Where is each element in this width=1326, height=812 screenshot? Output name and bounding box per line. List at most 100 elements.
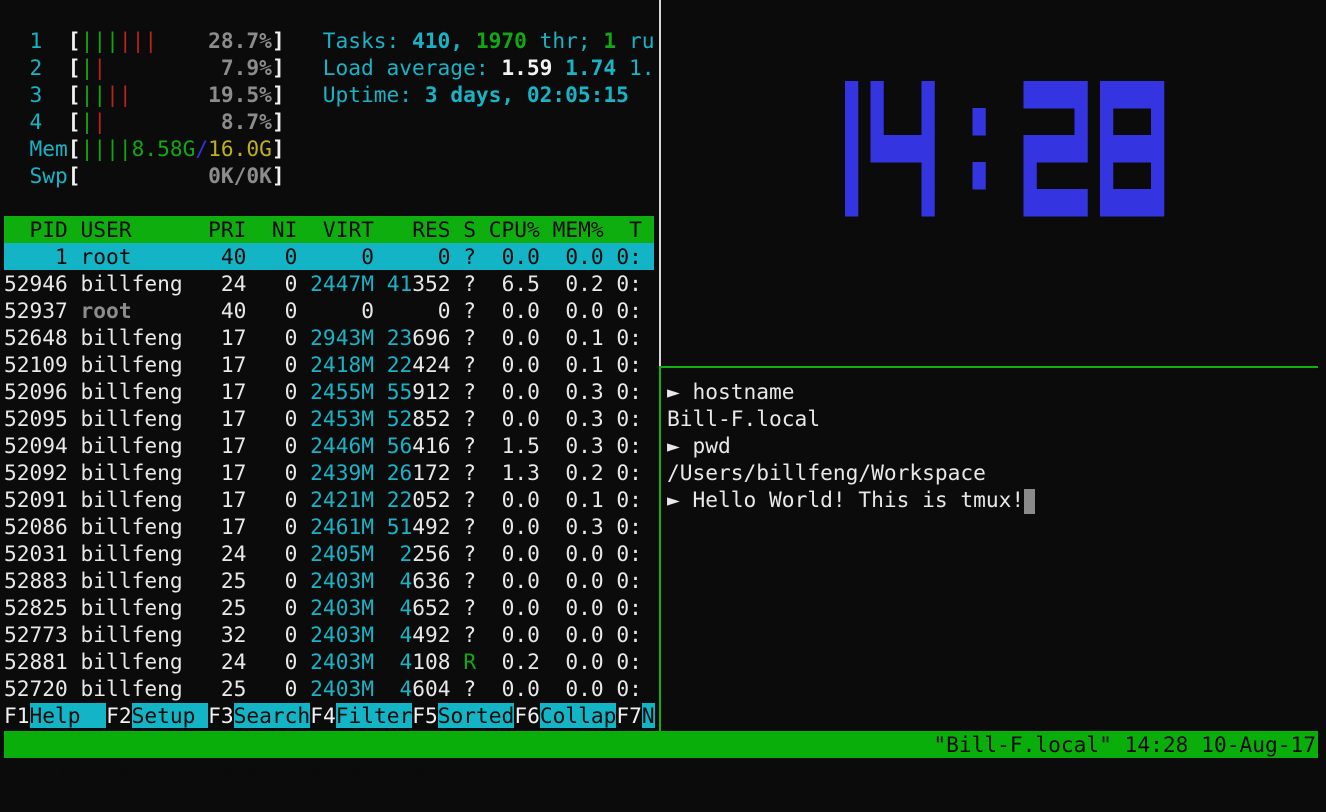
- priority: 17: [195, 487, 247, 512]
- clock-pixel: [845, 189, 859, 217]
- process-row[interactable]: 52648 billfeng 17 0 2943M 23696 ? 0.0 0.…: [4, 324, 642, 351]
- res: 52852: [386, 406, 451, 431]
- column-header-pid[interactable]: PID: [4, 217, 81, 242]
- column-header-cpupct[interactable]: CPU%: [476, 217, 540, 242]
- column-header-res[interactable]: RES: [373, 217, 451, 242]
- process-row[interactable]: 52094 billfeng 17 0 2446M 56416 ? 1.5 0.…: [4, 432, 642, 459]
- time: 0:: [603, 325, 642, 350]
- process-row[interactable]: 52946 billfeng 24 0 2447M 41352 ? 6.5 0.…: [4, 270, 642, 297]
- column-header-ni[interactable]: NI: [246, 217, 298, 242]
- process-row[interactable]: 52825 billfeng 25 0 2403M 4652 ? 0.0 0.0…: [4, 594, 642, 621]
- process-row[interactable]: 52092 billfeng 17 0 2439M 26172 ? 1.3 0.…: [4, 459, 642, 486]
- process-row[interactable]: 52883 billfeng 25 0 2403M 4636 ? 0.0 0.0…: [4, 567, 642, 594]
- nice: 0: [246, 271, 298, 296]
- fkey-f4[interactable]: F4: [310, 703, 336, 728]
- text: [68, 514, 81, 539]
- tmux-window-0[interactable]: 0:bash: [67, 759, 158, 784]
- cpu-meter-4: 4 [|| 8.7%]: [4, 108, 285, 135]
- column-header-virt[interactable]: VIRT: [297, 217, 374, 242]
- process-row[interactable]: 52720 billfeng 25 0 2403M 4604 ? 0.0 0.0…: [4, 675, 642, 702]
- res: 51492: [386, 514, 451, 539]
- tmux-status-right: "Bill-F.local" 14:28 10-Aug-17: [933, 732, 1316, 757]
- mem-percent: 0.0: [539, 298, 604, 323]
- bracket: ]: [271, 163, 285, 188]
- virt: 2943M: [297, 325, 374, 350]
- fkey-f2[interactable]: F2: [106, 703, 132, 728]
- clock-pixel: [1061, 189, 1075, 217]
- process-row[interactable]: 52881 billfeng 24 0 2403M 4108 R 0.2 0.0…: [4, 648, 642, 675]
- state: ?: [463, 622, 477, 647]
- pane-divider-vertical-active[interactable]: [659, 366, 661, 731]
- text: [451, 622, 464, 647]
- pid: 52109: [4, 352, 68, 377]
- clock-pixel: [883, 135, 897, 163]
- fkey-f3[interactable]: F3: [208, 703, 234, 728]
- cpu-percent: 0.2: [476, 649, 540, 674]
- pid: 52773: [4, 622, 68, 647]
- process-row[interactable]: 52773 billfeng 32 0 2403M 4492 ? 0.0 0.0…: [4, 621, 642, 648]
- nice: 0: [246, 460, 298, 485]
- process-row[interactable]: 1 root 40 0 0 0 ? 0.0 0.0 0:: [4, 243, 654, 270]
- process-row[interactable]: 52096 billfeng 17 0 2455M 55912 ? 0.0 0.…: [4, 378, 642, 405]
- text: [374, 514, 387, 539]
- text: [451, 541, 464, 566]
- process-row[interactable]: 52109 billfeng 17 0 2418M 22424 ? 0.0 0.…: [4, 351, 642, 378]
- clock-pixel: [1138, 135, 1152, 163]
- clock-pixel: [1100, 81, 1114, 109]
- process-row[interactable]: 52095 billfeng 17 0 2453M 52852 ? 0.0 0.…: [4, 405, 642, 432]
- column-header-mempct[interactable]: MEM%: [539, 217, 604, 242]
- fkey-label-f2[interactable]: Setup: [131, 703, 209, 728]
- tmux-window-1[interactable]: 1:bash: [157, 759, 260, 784]
- fkey-label-f3[interactable]: Search: [233, 703, 311, 728]
- fkey-f5[interactable]: F5: [412, 703, 438, 728]
- column-header-pri[interactable]: PRI: [195, 217, 247, 242]
- process-row[interactable]: 52091 billfeng 17 0 2421M 22052 ? 0.0 0.…: [4, 486, 642, 513]
- user: billfeng: [80, 541, 196, 566]
- fkey-label-f6[interactable]: Collap: [539, 703, 617, 728]
- state: ?: [463, 433, 477, 458]
- fkey-label-f7[interactable]: N: [641, 703, 655, 728]
- tmux-window-3[interactable]: 3:bash*: [373, 759, 477, 784]
- clock-pixel: [1138, 81, 1152, 109]
- text: [68, 460, 81, 485]
- fkey-f6[interactable]: F6: [514, 703, 540, 728]
- time: 0:: [603, 379, 642, 404]
- pane-divider-vertical[interactable]: [659, 0, 661, 366]
- clock-pixel: [921, 81, 935, 109]
- column-header-t[interactable]: T: [603, 217, 642, 242]
- column-header-user[interactable]: USER: [80, 217, 196, 242]
- clock-pixel: [1151, 189, 1165, 217]
- cpu-percent: 6.5: [476, 271, 540, 296]
- clock-display: [845, 81, 1165, 217]
- cpu-meter-2: 2 [|| 7.9%]: [4, 54, 285, 81]
- text: [374, 460, 387, 485]
- nice: 0: [246, 433, 298, 458]
- process-row[interactable]: 52086 billfeng 17 0 2461M 51492 ? 0.0 0.…: [4, 513, 642, 540]
- cpu-percent: 7.9%: [220, 55, 272, 80]
- fkey-label-f1[interactable]: Help: [29, 703, 107, 728]
- bracket: [: [67, 136, 81, 161]
- column-header-s[interactable]: S: [450, 217, 477, 242]
- fkey-f7[interactable]: F7: [616, 703, 642, 728]
- virt: 2403M: [297, 595, 374, 620]
- pane-divider-horizontal[interactable]: [660, 366, 1318, 368]
- process-row[interactable]: 52031 billfeng 24 0 2405M 2256 ? 0.0 0.0…: [4, 540, 642, 567]
- shell-command: hostname: [692, 379, 795, 404]
- tmux-window-2[interactable]: 2:bash-: [259, 759, 374, 784]
- state: ?: [463, 487, 477, 512]
- cpu-bar-kernel: |||: [118, 28, 158, 53]
- clock-pixel: [1023, 135, 1037, 163]
- clock-pixel: [908, 135, 922, 163]
- text: [68, 622, 81, 647]
- fkey-label-f5[interactable]: Sorted: [437, 703, 515, 728]
- clock-pixel: [972, 162, 986, 190]
- cpu-label: 1: [29, 28, 43, 53]
- pid: 52720: [4, 676, 68, 701]
- process-row[interactable]: 52937 root 40 0 0 0 ? 0.0 0.0 0:: [4, 297, 642, 324]
- fkey-label-f4[interactable]: Filter: [335, 703, 413, 728]
- res: 4636: [399, 568, 451, 593]
- cpu-label: 3: [29, 82, 43, 107]
- nice: 0: [246, 622, 298, 647]
- fkey-f1[interactable]: F1: [4, 703, 30, 728]
- text: [374, 676, 387, 701]
